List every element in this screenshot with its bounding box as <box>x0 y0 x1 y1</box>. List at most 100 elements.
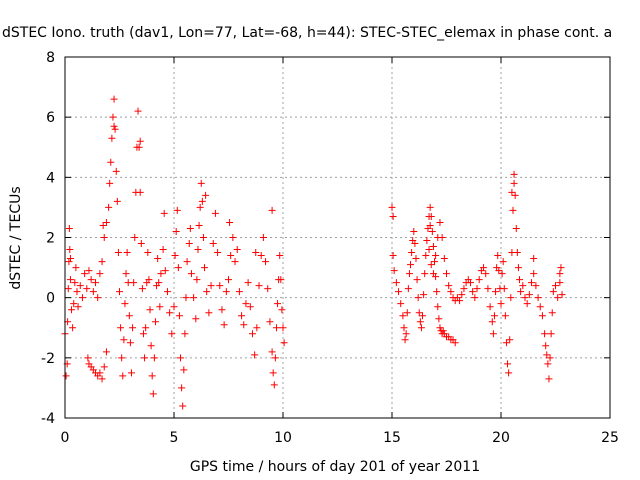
data-point <box>126 339 134 347</box>
data-point <box>131 234 139 241</box>
data-point <box>138 285 146 293</box>
data-point <box>185 240 193 248</box>
data-point <box>389 212 397 220</box>
data-point <box>202 191 210 199</box>
data-point <box>407 261 415 269</box>
data-point <box>113 197 121 205</box>
data-point <box>114 249 122 257</box>
data-point <box>439 327 447 335</box>
data-point <box>508 188 516 196</box>
data-point <box>174 264 182 272</box>
data-point <box>510 170 518 178</box>
data-point <box>471 294 479 302</box>
data-point <box>434 303 442 311</box>
data-point <box>558 291 566 299</box>
data-point <box>137 240 145 248</box>
data-point <box>264 285 272 293</box>
data-point <box>268 206 276 214</box>
data-point <box>278 306 286 314</box>
data-point <box>163 288 171 296</box>
y-tick-label: 4 <box>46 170 55 186</box>
y-tick-label: -2 <box>41 351 55 367</box>
data-point <box>251 351 259 359</box>
data-point <box>431 258 439 266</box>
data-point <box>395 288 403 296</box>
data-point <box>226 218 234 226</box>
data-point <box>118 354 126 362</box>
data-point <box>500 285 508 293</box>
data-point <box>276 252 284 260</box>
data-point <box>415 309 423 317</box>
data-point <box>443 270 450 278</box>
x-tick-label: 10 <box>274 430 292 446</box>
data-point <box>72 264 80 272</box>
data-point <box>436 218 444 226</box>
data-point <box>233 246 241 254</box>
data-point <box>198 197 206 205</box>
chart-title: dSTEC Iono. truth (dav1, Lon=77, Lat=-68… <box>2 25 612 41</box>
data-point <box>510 179 518 187</box>
data-point <box>166 309 174 317</box>
data-point <box>392 279 400 287</box>
y-axis-label: dSTEC / TECUs <box>8 186 24 289</box>
data-point <box>145 276 153 284</box>
data-point <box>116 288 123 296</box>
data-point <box>521 294 529 302</box>
data-point <box>482 270 490 278</box>
data-point <box>244 279 252 287</box>
data-point <box>248 330 256 338</box>
data-point <box>388 203 396 211</box>
data-point <box>187 270 195 278</box>
data-point <box>404 285 412 293</box>
data-point <box>127 369 135 377</box>
data-point <box>216 282 224 290</box>
data-point <box>427 261 435 269</box>
data-point <box>440 255 448 263</box>
data-point <box>484 285 492 293</box>
data-point <box>425 246 433 254</box>
data-point <box>105 203 113 211</box>
data-point <box>497 300 505 308</box>
data-point <box>514 264 522 272</box>
data-point <box>549 288 557 296</box>
data-point <box>196 203 204 211</box>
data-point <box>405 270 413 278</box>
data-point <box>76 282 84 290</box>
data-point <box>134 107 142 115</box>
data-point <box>100 234 108 241</box>
data-point <box>96 270 104 278</box>
data-point <box>504 360 512 368</box>
data-point <box>186 224 194 232</box>
data-point <box>532 282 540 290</box>
data-point <box>66 255 74 263</box>
data-point <box>262 258 270 266</box>
data-point <box>78 294 86 302</box>
data-point <box>538 312 546 320</box>
data-point <box>401 336 409 344</box>
data-point <box>502 339 510 347</box>
data-point <box>159 246 167 254</box>
data-point <box>98 375 106 383</box>
data-point <box>100 363 108 371</box>
data-point <box>201 264 209 272</box>
data-point <box>402 330 410 338</box>
data-point <box>155 279 163 287</box>
data-point <box>507 294 515 302</box>
data-point <box>170 303 178 311</box>
data-point <box>69 324 77 332</box>
data-point <box>83 285 91 293</box>
data-point <box>99 221 107 229</box>
data-point <box>270 381 278 389</box>
data-point <box>148 372 156 380</box>
data-point <box>70 300 78 308</box>
data-point <box>410 227 418 235</box>
data-point <box>110 95 118 103</box>
data-point <box>427 212 435 220</box>
data-point <box>225 276 232 284</box>
data-point <box>413 276 421 284</box>
data-point <box>242 300 250 308</box>
data-point <box>139 330 147 338</box>
data-point <box>252 249 260 257</box>
data-point <box>205 309 213 317</box>
data-point <box>498 270 506 278</box>
